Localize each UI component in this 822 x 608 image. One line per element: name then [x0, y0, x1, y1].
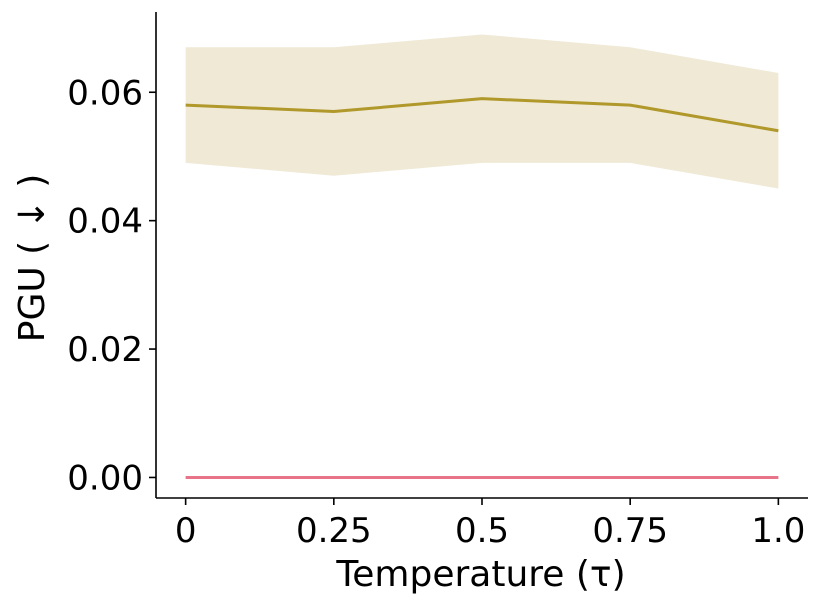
- y-tick-label: 0.04: [67, 202, 143, 242]
- x-tick-label: 0.25: [296, 511, 372, 551]
- x-tick-label: 0.75: [592, 511, 668, 551]
- series-1-line: [185, 97, 779, 133]
- confidence-bands: [185, 34, 779, 189]
- x-tick-label: 0: [175, 511, 197, 551]
- series-1-band: [185, 34, 779, 189]
- x-tick-label: 1.0: [751, 511, 805, 551]
- x-axis-title: Temperature (τ): [335, 554, 625, 595]
- x-tick-label: 0.5: [455, 511, 509, 551]
- y-tick-label: 0.00: [67, 458, 143, 498]
- y-tick-label: 0.06: [67, 73, 143, 113]
- y-axis-title: PGU ( ↓ ): [12, 174, 53, 343]
- y-tick-label: 0.02: [67, 330, 143, 370]
- series-lines: [185, 97, 779, 479]
- x-ticks: 0 0.25 0.5 0.75 1.0: [175, 498, 805, 551]
- y-ticks: 0.00 0.02 0.04 0.06: [67, 73, 156, 498]
